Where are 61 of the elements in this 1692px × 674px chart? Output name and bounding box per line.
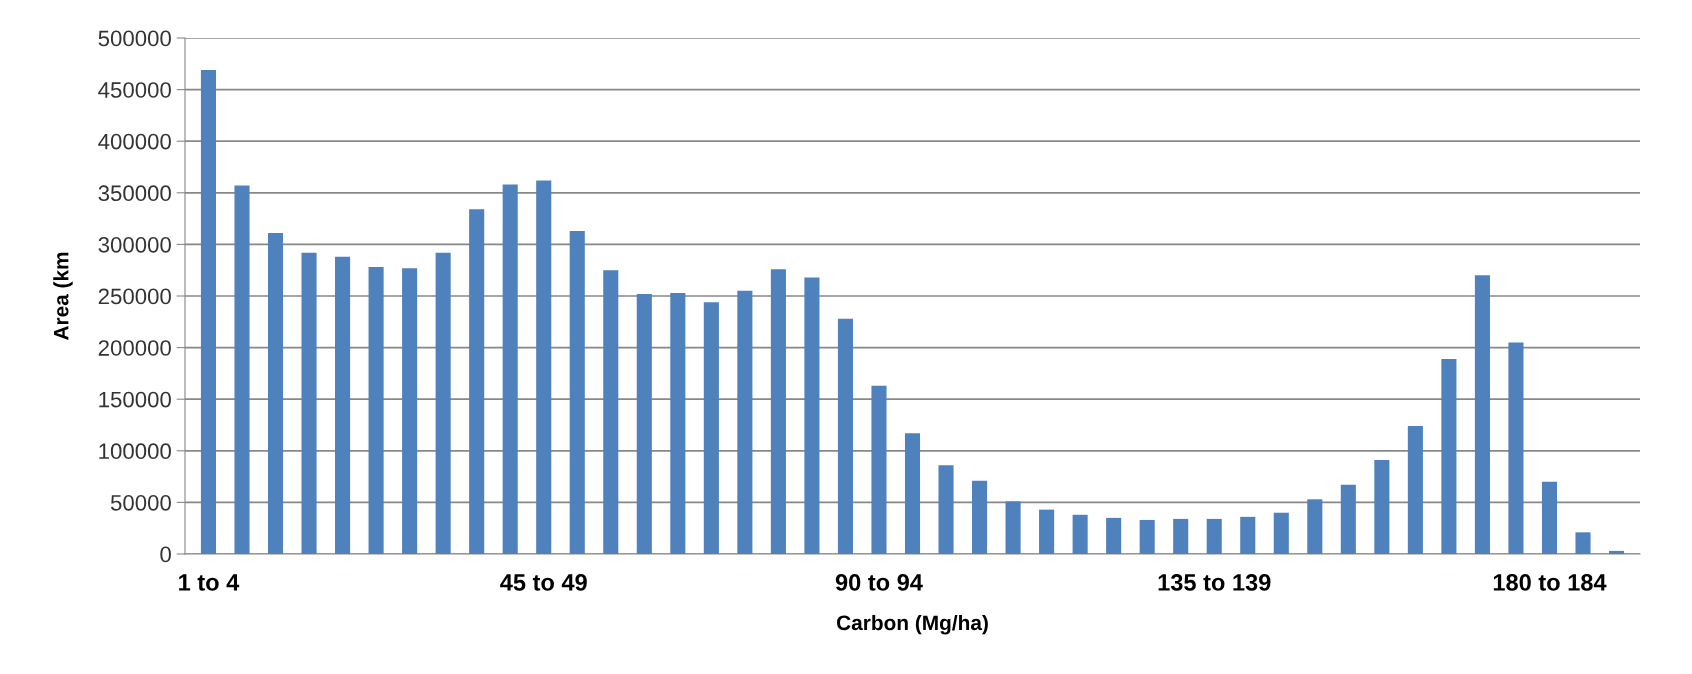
bar (536, 180, 552, 554)
y-tick-label: 450000 (98, 82, 171, 98)
x-tick-label: 90 to 94 (835, 574, 923, 591)
y-tick-label: 200000 (98, 340, 171, 356)
bar (1206, 518, 1222, 554)
bar (267, 233, 284, 554)
y-tick-label: 400000 (98, 133, 171, 150)
bar (737, 290, 753, 554)
bar (972, 480, 988, 554)
bar (1173, 518, 1189, 554)
bar (1374, 460, 1390, 554)
bar (871, 385, 887, 554)
bar (837, 318, 853, 554)
y-tick-label: 500000 (98, 30, 171, 47)
x-axis-title: Carbon (Mg/ha) (836, 614, 988, 635)
x-tick-label: 180 to 184 (1493, 574, 1607, 591)
bar (200, 69, 217, 554)
bar (1005, 501, 1021, 554)
y-tick-label: 300000 (98, 236, 171, 253)
bar (1407, 426, 1423, 554)
bar (1307, 499, 1323, 554)
bar (301, 252, 317, 554)
bar (804, 277, 820, 554)
bar (770, 269, 786, 554)
x-tick-label: 1 to 4 (179, 574, 240, 591)
bar (569, 230, 585, 554)
bar (603, 270, 619, 554)
y-tick-label: 0 (160, 546, 171, 563)
bar (636, 293, 652, 554)
bar (670, 292, 686, 554)
x-tick-label: 45 to 49 (500, 574, 587, 591)
bar (1608, 550, 1625, 554)
bar (1072, 514, 1088, 554)
bar (938, 465, 954, 554)
y-tick-label: 100000 (99, 443, 171, 460)
bar (1541, 481, 1558, 554)
bar (1474, 275, 1490, 554)
bar (1340, 484, 1356, 554)
bar (1441, 358, 1457, 554)
bar (703, 302, 719, 554)
y-axis-title: Area (km (53, 252, 73, 341)
bar (1106, 517, 1122, 554)
bar (1273, 512, 1289, 554)
bar (1240, 516, 1256, 554)
x-tick-label: 135 to 139 (1158, 574, 1271, 591)
bar (402, 268, 418, 554)
bar (368, 267, 384, 554)
bar (234, 185, 250, 554)
bar (1139, 519, 1155, 554)
bar (502, 184, 518, 554)
bar (1508, 342, 1524, 554)
bar (904, 433, 921, 554)
bar (1575, 532, 1591, 554)
bar (435, 252, 451, 554)
y-tick-label: 350000 (98, 185, 171, 202)
bar (469, 209, 485, 554)
bar (1039, 509, 1055, 554)
y-tick-label: 250000 (98, 288, 171, 305)
bar (335, 256, 351, 554)
y-tick-label: 150000 (99, 391, 171, 408)
y-tick-label: 50000 (110, 494, 171, 511)
